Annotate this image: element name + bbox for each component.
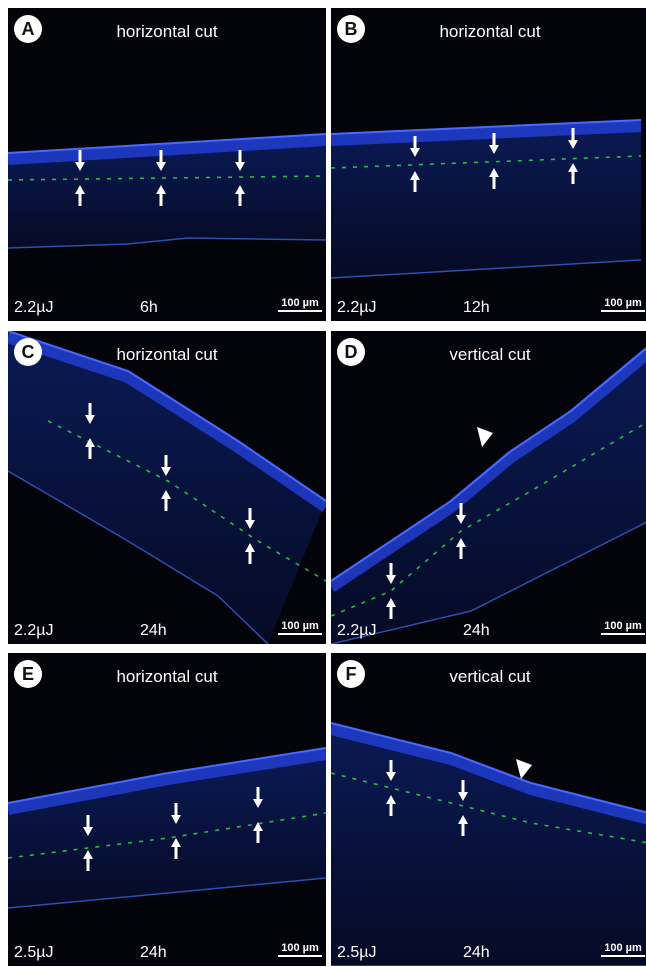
energy-label: 2.5µJ: [14, 944, 53, 961]
energy-label: 2.2µJ: [14, 299, 53, 316]
scale-bar-label: 100 µm: [281, 942, 319, 954]
panel-title: horizontal cut: [116, 345, 217, 364]
panel-title: vertical cut: [449, 667, 531, 686]
panel-letter: B: [345, 19, 358, 39]
panel-letter: A: [22, 19, 35, 39]
figure: Ahorizontal cut2.2µJ6h100 µmBhorizontal …: [0, 0, 646, 967]
arrowhead: [477, 427, 493, 447]
time-label: 24h: [140, 622, 167, 639]
stroma: [8, 331, 326, 644]
time-label: 6h: [140, 299, 158, 316]
scale-bar-label: 100 µm: [281, 620, 319, 632]
time-label: 24h: [140, 944, 167, 961]
panel-title: vertical cut: [449, 345, 531, 364]
panel-letter: E: [22, 664, 34, 684]
energy-label: 2.5µJ: [337, 944, 376, 961]
scale-bar-label: 100 µm: [281, 297, 319, 309]
panel-letter: D: [345, 342, 358, 362]
energy-label: 2.2µJ: [337, 622, 376, 639]
energy-label: 2.2µJ: [337, 299, 376, 316]
panel-title: horizontal cut: [116, 667, 217, 686]
panel-letter: C: [22, 342, 35, 362]
scale-bar-label: 100 µm: [604, 620, 642, 632]
energy-label: 2.2µJ: [14, 622, 53, 639]
scale-bar-label: 100 µm: [604, 942, 642, 954]
panel-letter: F: [346, 664, 357, 684]
time-label: 24h: [463, 944, 490, 961]
panel-title: horizontal cut: [116, 22, 217, 41]
scale-bar-label: 100 µm: [604, 297, 642, 309]
stroma: [331, 723, 646, 966]
arrowhead: [516, 759, 532, 779]
panel-title: horizontal cut: [439, 22, 540, 41]
time-label: 24h: [463, 622, 490, 639]
time-label: 12h: [463, 299, 490, 316]
stroma: [8, 748, 326, 908]
